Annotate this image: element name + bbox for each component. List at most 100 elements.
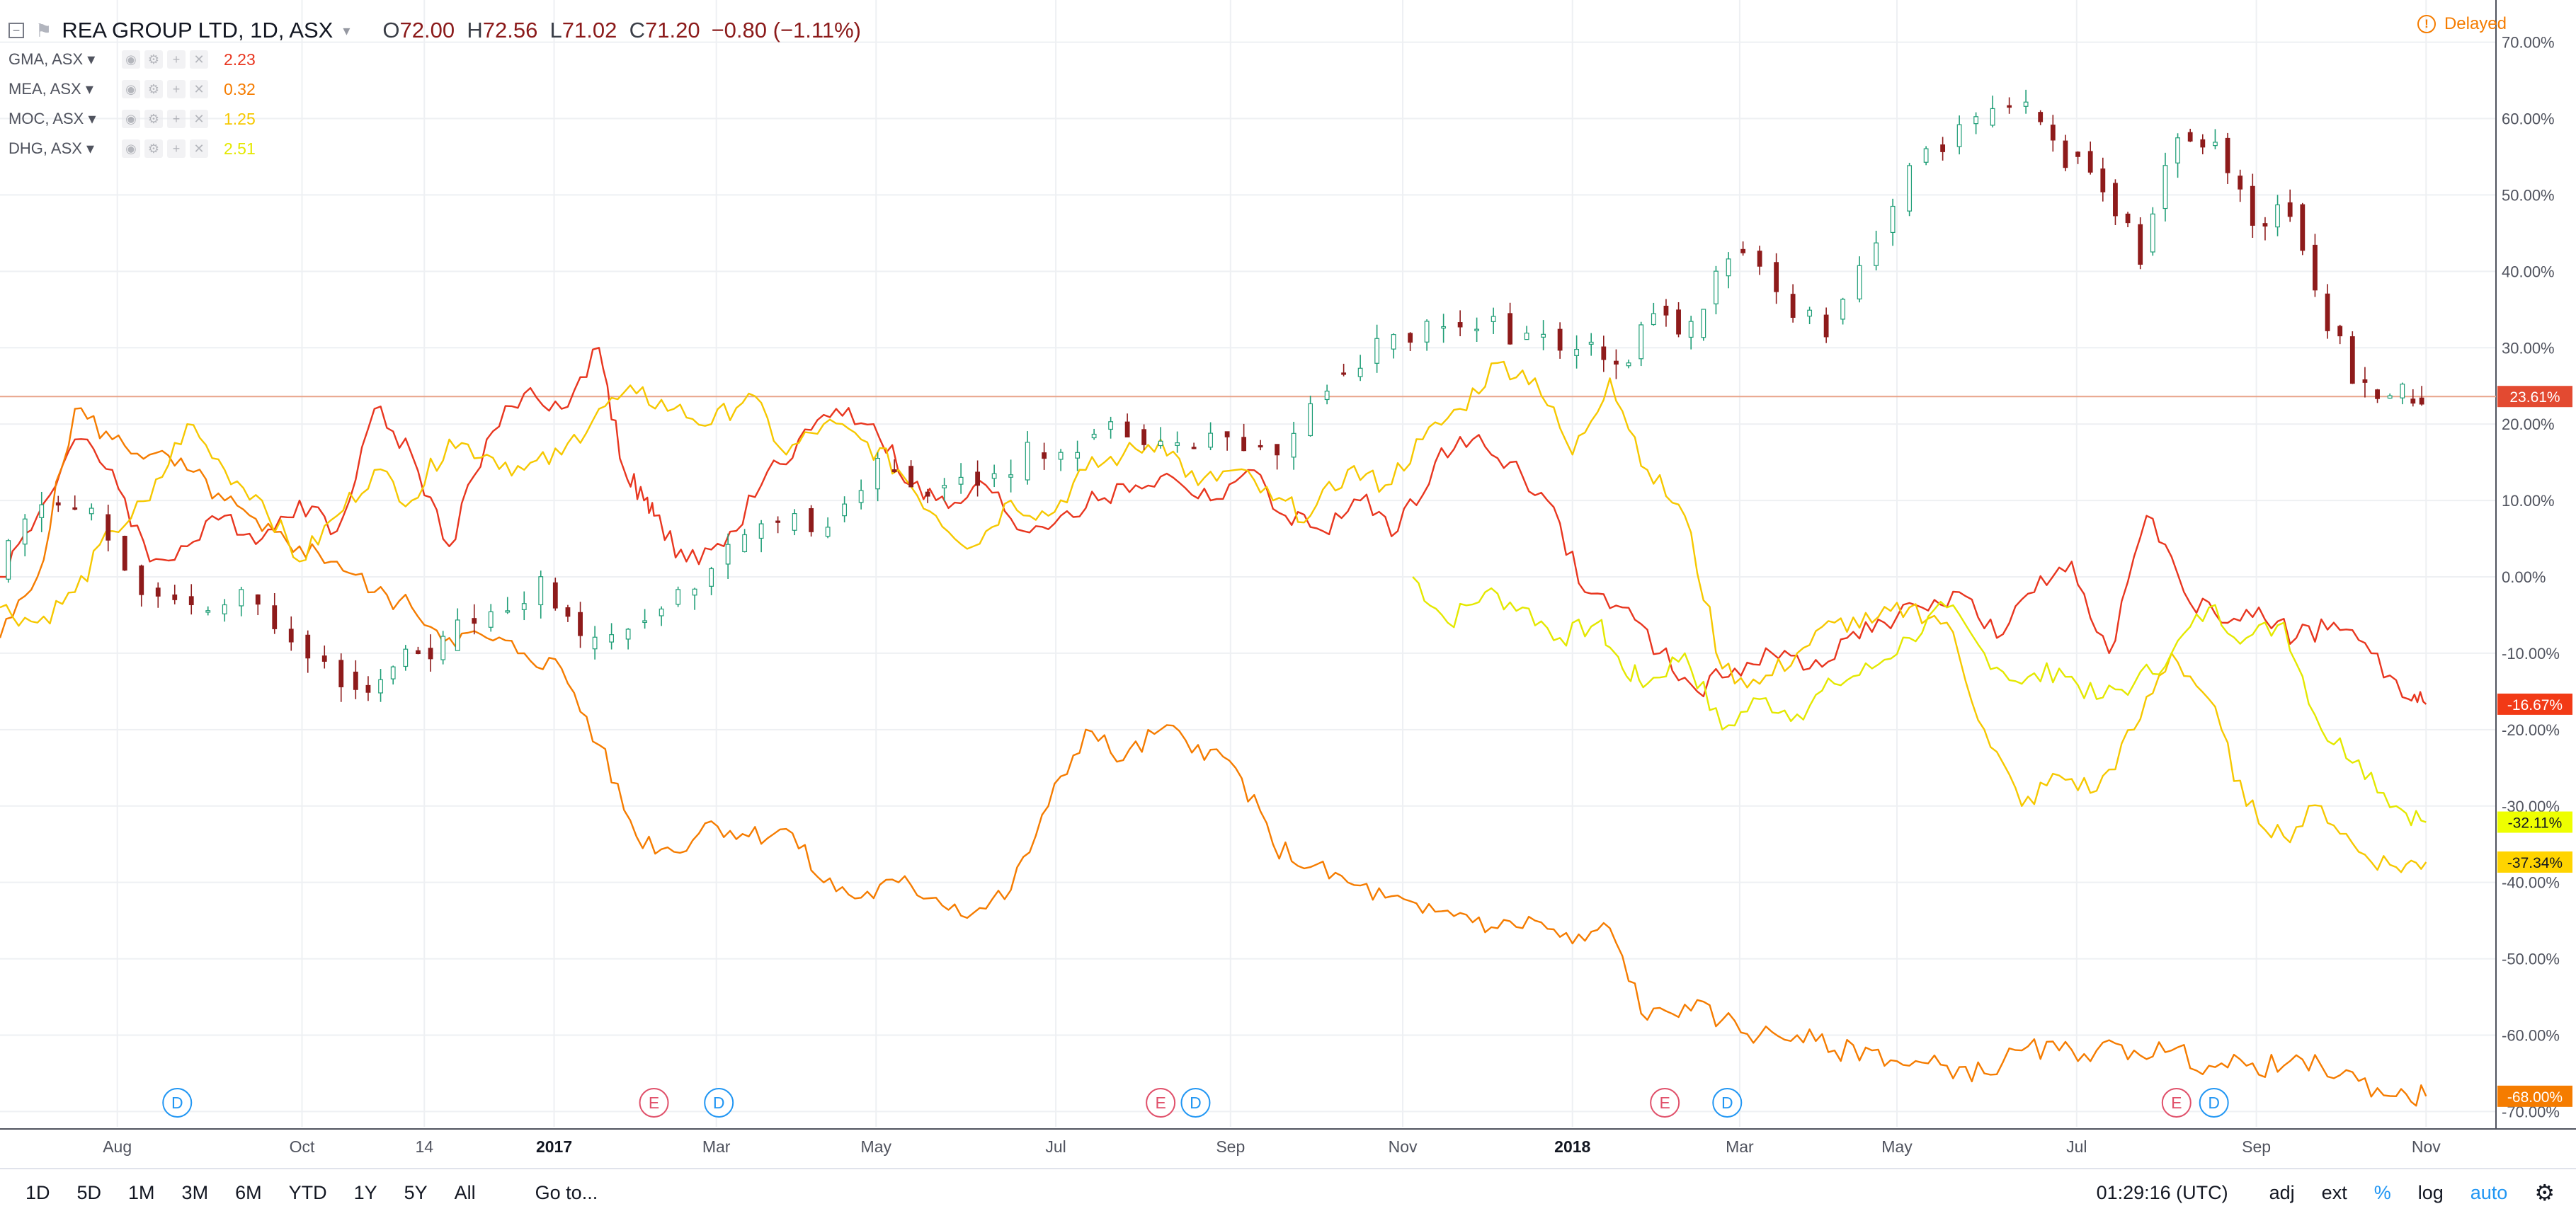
candle	[642, 609, 648, 629]
range-button-3m[interactable]: 3M	[181, 1181, 209, 1203]
candle	[1740, 241, 1746, 256]
legend-row[interactable]: GMA, ASX ▾ ◉ ⚙ + ✕ 2.23	[8, 47, 256, 72]
candle	[1676, 302, 1681, 338]
event-badge-d[interactable]: D	[1180, 1088, 1211, 1118]
y-tick-label: 30.00%	[2502, 339, 2555, 357]
scale-controls: 01:29:16 (UTC) adj ext % log auto ⚙	[2070, 1179, 2555, 1206]
legend-symbol[interactable]: DHG, ASX ▾	[8, 139, 95, 157]
event-badge-e[interactable]: E	[1146, 1088, 1176, 1118]
chevron-down-icon[interactable]: ▾	[343, 23, 351, 39]
candle	[2100, 157, 2106, 202]
x-tick-label: Mar	[702, 1137, 731, 1156]
event-badge-d[interactable]: D	[162, 1088, 193, 1118]
eye-icon[interactable]: ◉	[122, 80, 140, 98]
range-button-1d[interactable]: 1D	[25, 1181, 50, 1203]
close-icon[interactable]: ✕	[190, 139, 208, 158]
eye-icon[interactable]: ◉	[122, 110, 140, 128]
candle	[1588, 333, 1594, 356]
adj-toggle[interactable]: adj	[2269, 1181, 2295, 1203]
legend-row[interactable]: MOC, ASX ▾ ◉ ⚙ + ✕ 1.25	[8, 106, 256, 132]
legend-row[interactable]: MEA, ASX ▾ ◉ ⚙ + ✕ 0.32	[8, 76, 256, 102]
candle	[1241, 423, 1247, 452]
candle	[2087, 141, 2093, 175]
candle	[1058, 449, 1064, 471]
goto-button[interactable]: Go to...	[535, 1181, 598, 1203]
candle	[2275, 195, 2280, 236]
candle	[2162, 152, 2168, 222]
candle	[1108, 416, 1114, 439]
range-button-1m[interactable]: 1M	[128, 1181, 155, 1203]
close-icon[interactable]: ✕	[190, 80, 208, 98]
candle	[403, 645, 409, 671]
candle	[2362, 367, 2368, 398]
y-tick-label: 70.00%	[2502, 34, 2555, 52]
candle	[1823, 307, 1829, 343]
svg-text:E: E	[1155, 1094, 1166, 1112]
plus-icon[interactable]: +	[167, 80, 186, 98]
event-badge-e[interactable]: E	[2161, 1088, 2192, 1118]
auto-toggle[interactable]: auto	[2470, 1181, 2508, 1203]
legend-symbol[interactable]: MOC, ASX ▾	[8, 110, 96, 127]
event-badge-d[interactable]: D	[2199, 1088, 2229, 1118]
candle	[378, 669, 383, 702]
candle	[353, 660, 358, 699]
gear-icon[interactable]: ⚙	[2534, 1180, 2555, 1205]
candle	[1651, 302, 1656, 326]
range-button-6m[interactable]: 6M	[235, 1181, 262, 1203]
candle	[1042, 442, 1047, 470]
candle	[1158, 427, 1163, 449]
gear-icon[interactable]: ⚙	[144, 110, 163, 128]
candle	[1541, 320, 1546, 350]
y-tick-label: 20.00%	[2502, 415, 2555, 433]
range-button-5d[interactable]: 5D	[76, 1181, 102, 1203]
candle	[676, 586, 681, 607]
close-icon[interactable]: ✕	[190, 110, 208, 128]
candle	[1890, 198, 1896, 246]
price-badge: -16.67%	[2497, 693, 2572, 715]
candle	[975, 460, 981, 497]
event-badge-e[interactable]: E	[639, 1088, 669, 1118]
gear-icon[interactable]: ⚙	[144, 50, 163, 69]
delayed-indicator[interactable]: ! Delayed	[2417, 14, 2507, 34]
range-button-5y[interactable]: 5Y	[404, 1181, 428, 1203]
candle	[39, 491, 45, 532]
plus-icon[interactable]: +	[167, 50, 186, 69]
price-badge: -37.34%	[2497, 851, 2572, 873]
ext-toggle[interactable]: ext	[2321, 1181, 2347, 1203]
close-value: 71.20	[645, 18, 700, 42]
gear-icon[interactable]: ⚙	[144, 139, 163, 158]
candle	[742, 529, 748, 553]
main-symbol-title[interactable]: REA GROUP LTD, 1D, ASX	[62, 18, 334, 42]
range-button-ytd[interactable]: YTD	[288, 1181, 327, 1203]
percent-toggle[interactable]: %	[2373, 1181, 2391, 1203]
candle	[1574, 335, 1580, 369]
close-icon[interactable]: ✕	[190, 50, 208, 69]
plus-icon[interactable]: +	[167, 110, 186, 128]
candle	[2075, 151, 2080, 164]
flag-icon[interactable]: ⚑	[35, 19, 52, 41]
plus-icon[interactable]: +	[167, 139, 186, 158]
collapse-legend-icon[interactable]: −	[8, 23, 24, 38]
candle	[2200, 134, 2206, 154]
legend-symbol[interactable]: MEA, ASX ▾	[8, 80, 93, 98]
legend-symbol[interactable]: GMA, ASX ▾	[8, 50, 96, 68]
candle	[2349, 331, 2355, 384]
gear-icon[interactable]: ⚙	[144, 80, 163, 98]
candle	[255, 594, 261, 616]
event-badge-d[interactable]: D	[1712, 1088, 1743, 1118]
delayed-label: Delayed	[2444, 14, 2507, 33]
event-badge-d[interactable]: D	[704, 1088, 734, 1118]
event-badge-e[interactable]: E	[1650, 1088, 1680, 1118]
eye-icon[interactable]: ◉	[122, 139, 140, 158]
candle	[1491, 307, 1496, 334]
legend-row[interactable]: DHG, ASX ▾ ◉ ⚙ + ✕ 2.51	[8, 136, 256, 161]
range-button-1y[interactable]: 1Y	[353, 1181, 377, 1203]
legend-value: 2.51	[224, 139, 256, 158]
close-label: C	[629, 18, 645, 42]
log-toggle[interactable]: log	[2417, 1181, 2444, 1203]
legend-controls: ◉ ⚙ + ✕	[122, 139, 208, 158]
chart-canvas[interactable]: 70.00% 60.00% 50.00% 40.00% 30.00% 20.00% 10.0…	[0, 0, 2576, 1168]
eye-icon[interactable]: ◉	[122, 50, 140, 69]
range-button-all[interactable]: All	[454, 1181, 476, 1203]
